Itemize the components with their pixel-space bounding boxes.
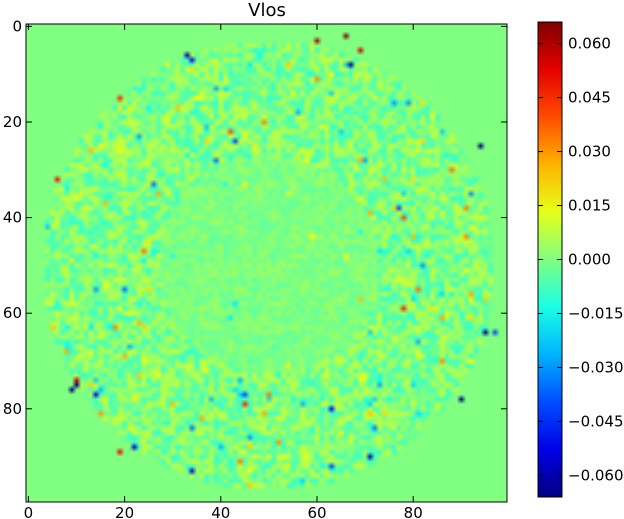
x-tick-label: 40 — [211, 504, 230, 519]
colorbar-tick-label: 0.015 — [568, 197, 611, 215]
colorbar-ticks: 0.060 0.045 0.030 0.015 0.000 −0.015 −0.030 −0.… — [538, 35, 624, 484]
colorbar: 0.060 0.045 0.030 0.015 0.000 −0.015 −0.030 −0.… — [537, 21, 624, 498]
x-tick-label: 20 — [115, 504, 134, 519]
colorbar-tick-label: −0.060 — [568, 466, 624, 484]
colorbar-tick-label: −0.030 — [568, 358, 624, 376]
y-tick-label: 60 — [3, 304, 22, 322]
heatmap-image — [26, 24, 507, 502]
colorbar-tick-label: −0.015 — [568, 304, 624, 322]
x-tick-label: 80 — [404, 504, 423, 519]
colorbar-tick-label: 0.060 — [568, 35, 611, 53]
y-tick-label: 80 — [3, 400, 22, 418]
colorbar-tick-label: 0.030 — [568, 143, 611, 161]
y-tick-label: 20 — [3, 113, 22, 131]
x-axis: 0 20 40 60 80 — [24, 24, 423, 519]
plot-frame — [25, 23, 508, 503]
heatmap-plot-area — [25, 23, 508, 503]
x-tick-label: 0 — [24, 504, 34, 519]
y-tick-label: 40 — [3, 209, 22, 227]
x-tick-label: 60 — [307, 504, 326, 519]
colorbar-tick-label: 0.000 — [568, 251, 611, 269]
y-tick-label: 0 — [12, 17, 22, 35]
y-axis: 0 20 40 60 80 — [3, 17, 507, 418]
colorbar-tick-label: −0.045 — [568, 412, 624, 430]
colorbar-tick-label: 0.045 — [568, 89, 611, 107]
chart-title: Vlos — [248, 0, 286, 21]
